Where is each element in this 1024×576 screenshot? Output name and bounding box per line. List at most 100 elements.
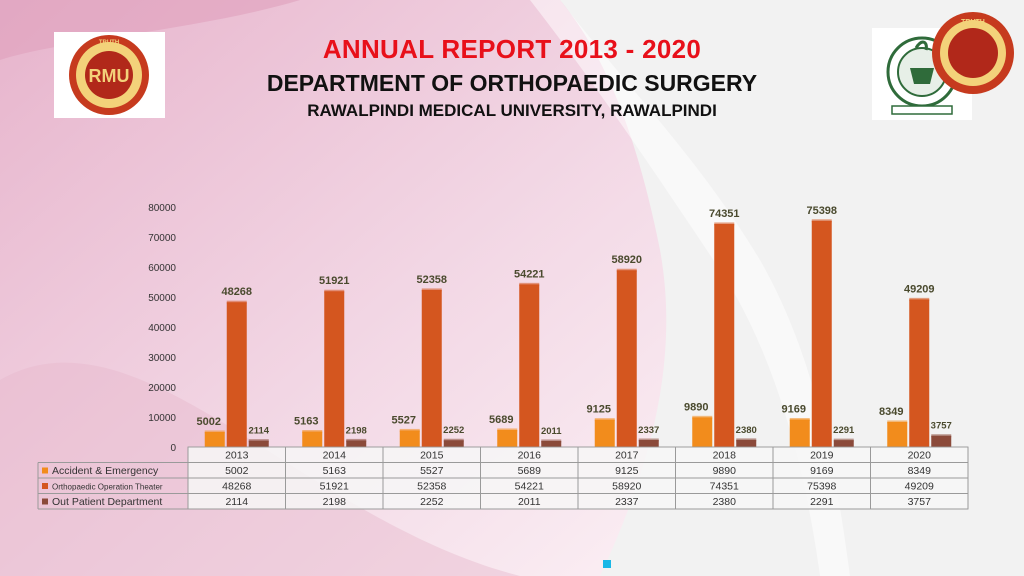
table-cell: 2114: [225, 496, 248, 508]
seal-top-text: TRUTH: [961, 19, 985, 26]
bar-data-label: 8349: [879, 406, 903, 418]
bar: [594, 419, 615, 447]
x-tick-label: 2014: [323, 450, 347, 462]
bar-data-label: 5002: [197, 416, 221, 428]
rmu-seal-right: TRUTH: [932, 12, 1014, 94]
report-title: ANNUAL REPORT 2013 - 2020: [322, 34, 702, 64]
table-cell: 3757: [908, 496, 932, 508]
bar: [736, 439, 757, 447]
bar-data-label: 9169: [782, 403, 806, 415]
bar-cap: [346, 438, 367, 442]
bar-data-label: 49209: [904, 283, 935, 295]
logo-initials: RMU: [89, 66, 130, 86]
x-tick-label: 2016: [518, 450, 542, 462]
bar-cap: [638, 438, 659, 442]
bar-cap: [594, 418, 615, 422]
table-cell: 74351: [710, 481, 739, 493]
bar-data-label: 75398: [806, 205, 837, 217]
x-tick-label: 2015: [420, 450, 444, 462]
bar-cap: [226, 300, 247, 304]
bar-data-label: 5527: [392, 414, 416, 426]
table-cell: 2291: [810, 496, 834, 508]
bar: [909, 299, 930, 447]
bar: [497, 429, 518, 447]
bar-data-label: 58920: [611, 254, 642, 266]
bar: [811, 220, 832, 447]
bar-data-label: 5163: [294, 416, 318, 428]
bar: [692, 417, 713, 447]
table-cell: 8349: [908, 465, 932, 477]
bar: [931, 435, 952, 447]
table-cell: 2380: [713, 496, 737, 508]
y-tick-label: 80000: [148, 203, 176, 214]
bar-data-label: 2011: [541, 426, 562, 437]
rmu-logo-left: RMU TRUTH: [54, 32, 165, 118]
bar-cap: [324, 289, 345, 293]
bar-cap: [497, 428, 518, 432]
bar-data-label: 2198: [346, 425, 367, 436]
table-cell: 5689: [518, 465, 542, 477]
y-tick-label: 20000: [148, 383, 176, 394]
punjab-emblem-logo: [872, 28, 972, 120]
table-cell: 49209: [905, 481, 934, 493]
table-cell: 58920: [612, 481, 641, 493]
legend-label: Orthopaedic Operation Theater: [52, 483, 163, 492]
bar-cap: [931, 434, 952, 438]
bar-cap: [399, 428, 420, 432]
y-tick-label: 0: [170, 443, 176, 454]
bar-cap: [541, 439, 562, 443]
table-cell: 9890: [713, 465, 737, 477]
bar-data-label: 2380: [736, 425, 757, 436]
legend-label: Out Patient Department: [52, 496, 162, 508]
table-cell: 2011: [518, 496, 541, 508]
table-cell: 52358: [417, 481, 446, 493]
table-cell: 48268: [222, 481, 251, 493]
logo-top-text: TRUTH: [99, 40, 119, 46]
x-tick-label: 2018: [713, 450, 737, 462]
bar-cap: [519, 282, 540, 286]
bar-cap: [692, 415, 713, 419]
table-cell: 5163: [323, 465, 347, 477]
bar-cap: [443, 438, 464, 442]
bar: [541, 440, 562, 447]
bar-cap: [909, 297, 930, 301]
bar: [443, 440, 464, 447]
table-cell: 5002: [225, 465, 249, 477]
bar-cap: [789, 417, 810, 421]
legend-swatch: [42, 483, 48, 489]
table-cell: 75398: [807, 481, 836, 493]
bar-data-label: 2114: [248, 426, 269, 437]
bar-data-label: 5689: [489, 414, 513, 426]
bar-data-label: 9125: [587, 404, 611, 416]
legend-label: Accident & Emergency: [52, 465, 159, 477]
table-cell: 9169: [810, 465, 834, 477]
table-cell: 2252: [420, 496, 444, 508]
bar-data-label: 51921: [319, 275, 350, 287]
institution-title: RAWALPINDI MEDICAL UNIVERSITY, RAWALPIND…: [307, 101, 717, 120]
x-tick-label: 2017: [615, 450, 639, 462]
bar-cap: [887, 420, 908, 424]
y-tick-label: 30000: [148, 353, 176, 364]
table-cell: 2198: [323, 496, 347, 508]
bar: [421, 289, 442, 447]
bar: [399, 430, 420, 447]
table-cell: 9125: [615, 465, 639, 477]
bar-data-label: 3757: [931, 421, 952, 432]
legend-swatch: [42, 498, 48, 505]
bar-data-label: 52358: [416, 274, 447, 286]
bar-cap: [811, 219, 832, 223]
bar: [887, 421, 908, 447]
table-cell: 5527: [420, 465, 444, 477]
x-tick-label: 2013: [225, 450, 249, 462]
bar: [226, 302, 247, 447]
bar: [204, 431, 225, 447]
x-tick-label: 2020: [908, 450, 932, 462]
bar: [789, 419, 810, 447]
bar-data-label: 48268: [221, 286, 252, 298]
y-tick-label: 60000: [148, 263, 176, 274]
bar-data-label: 2337: [638, 425, 659, 436]
bar: [248, 440, 269, 447]
bar-cap: [833, 438, 854, 442]
y-tick-label: 70000: [148, 233, 176, 244]
